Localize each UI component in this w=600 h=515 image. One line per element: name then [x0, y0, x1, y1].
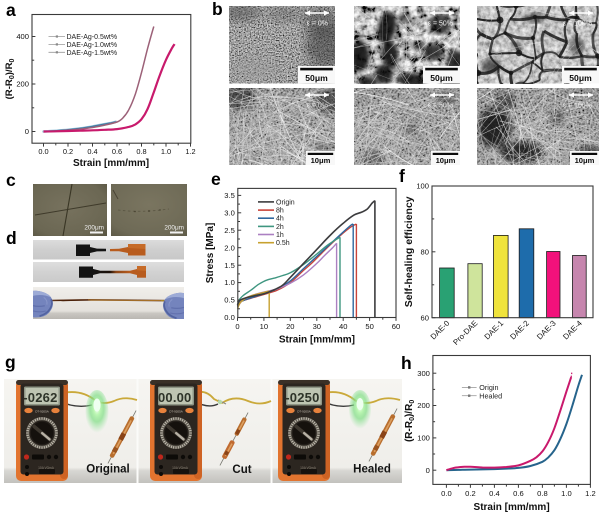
- svg-text:DAE-1: DAE-1: [483, 319, 506, 342]
- svg-text:0.2: 0.2: [63, 147, 73, 156]
- svg-text:10μm: 10μm: [575, 155, 595, 164]
- svg-text:DAE-3: DAE-3: [535, 319, 558, 342]
- svg-text:1.2: 1.2: [185, 147, 195, 156]
- svg-text:0.0: 0.0: [224, 313, 235, 322]
- svg-text:Pro-DAE: Pro-DAE: [451, 319, 479, 347]
- svg-text:0: 0: [426, 466, 430, 475]
- svg-text:ε = 100%: ε = 100%: [563, 102, 592, 109]
- svg-text:0: 0: [25, 127, 29, 136]
- svg-text:200μm: 200μm: [164, 225, 184, 232]
- svg-text:60: 60: [392, 322, 400, 331]
- svg-text:0.2: 0.2: [465, 489, 476, 498]
- svg-text:00.00: 00.00: [158, 390, 192, 405]
- svg-text:10μm: 10μm: [311, 155, 331, 164]
- svg-text:4h: 4h: [276, 216, 284, 223]
- svg-text:10A VΩmA: 10A VΩmA: [38, 466, 55, 470]
- svg-text:DAE-Ag-0.5wt%: DAE-Ag-0.5wt%: [67, 34, 118, 41]
- svg-text:Self-healing efficiency: Self-healing efficiency: [403, 196, 415, 307]
- svg-text:200: 200: [417, 401, 430, 410]
- svg-text:Origin: Origin: [276, 199, 295, 206]
- svg-text:DAE-Ag-1.5wt%: DAE-Ag-1.5wt%: [67, 50, 118, 57]
- svg-text:100: 100: [416, 182, 429, 191]
- svg-text:50μm: 50μm: [430, 73, 453, 83]
- svg-text:10: 10: [260, 322, 268, 331]
- svg-text:10A VΩmA: 10A VΩmA: [172, 466, 189, 470]
- svg-text:200μm: 200μm: [84, 225, 104, 232]
- svg-text:50μm: 50μm: [305, 73, 328, 83]
- svg-text:Original: Original: [86, 464, 129, 476]
- svg-text:30: 30: [313, 322, 321, 331]
- svg-text:1.0: 1.0: [161, 147, 171, 156]
- svg-text:3.0: 3.0: [224, 208, 235, 217]
- svg-text:(R-R0)/R0: (R-R0)/R0: [404, 400, 416, 442]
- svg-text:Healed: Healed: [479, 391, 502, 400]
- svg-text:0.5: 0.5: [224, 296, 235, 305]
- svg-text:(R-R0)/R0: (R-R0)/R0: [4, 58, 16, 99]
- svg-text:0.4: 0.4: [489, 489, 500, 498]
- svg-text:2.5: 2.5: [224, 226, 235, 235]
- svg-text:0.4: 0.4: [87, 147, 97, 156]
- svg-text:0.8: 0.8: [537, 489, 548, 498]
- svg-text:ε = 50%: ε = 50%: [427, 21, 452, 28]
- svg-text:300: 300: [417, 369, 430, 378]
- svg-text:ε = 0%: ε = 0%: [307, 21, 328, 28]
- svg-text:ε = 100%: ε = 100%: [563, 21, 592, 28]
- svg-text:0.8: 0.8: [136, 147, 146, 156]
- svg-text:DT-9205A: DT-9205A: [297, 410, 311, 414]
- svg-text:10A VΩmA: 10A VΩmA: [300, 466, 317, 470]
- svg-text:50: 50: [365, 322, 373, 331]
- svg-text:-0250: -0250: [285, 390, 319, 405]
- svg-text:DT-9205A: DT-9205A: [35, 410, 49, 414]
- svg-text:0.0: 0.0: [441, 489, 452, 498]
- svg-text:1.0: 1.0: [561, 489, 572, 498]
- svg-text:8h: 8h: [276, 208, 284, 215]
- svg-text:200: 200: [16, 80, 29, 89]
- svg-text:-0262: -0262: [23, 390, 57, 405]
- svg-text:1h: 1h: [276, 232, 284, 239]
- svg-text:0.5h: 0.5h: [276, 240, 290, 247]
- svg-text:Strain [mm/mm]: Strain [mm/mm]: [73, 158, 149, 169]
- svg-text:80: 80: [421, 248, 429, 257]
- svg-text:1.2: 1.2: [585, 489, 596, 498]
- svg-text:0.0: 0.0: [38, 147, 48, 156]
- svg-text:Origin: Origin: [479, 383, 498, 392]
- svg-text:2h: 2h: [276, 224, 284, 231]
- svg-text:DAE-Ag-1.0wt%: DAE-Ag-1.0wt%: [67, 42, 118, 49]
- svg-text:0: 0: [235, 322, 239, 331]
- svg-text:DAE-4: DAE-4: [561, 318, 584, 341]
- svg-text:100: 100: [417, 434, 430, 443]
- svg-text:1.5: 1.5: [224, 261, 235, 270]
- svg-text:ε = 0%: ε = 0%: [307, 102, 328, 109]
- svg-text:60: 60: [421, 313, 429, 322]
- svg-text:3.5: 3.5: [224, 191, 235, 200]
- svg-text:ε = 50%: ε = 50%: [427, 102, 452, 109]
- svg-text:DAE-0: DAE-0: [429, 318, 452, 341]
- svg-text:400: 400: [16, 32, 29, 41]
- svg-text:2.0: 2.0: [224, 243, 235, 252]
- svg-text:0.6: 0.6: [513, 489, 524, 498]
- svg-text:40: 40: [339, 322, 347, 331]
- svg-text:Healed: Healed: [353, 464, 391, 476]
- svg-text:Strain [mm/mm]: Strain [mm/mm]: [474, 502, 550, 513]
- svg-text:Strain [mm/mm]: Strain [mm/mm]: [279, 335, 355, 346]
- svg-text:DAE-2: DAE-2: [508, 319, 531, 342]
- svg-text:DT-9205A: DT-9205A: [169, 410, 183, 414]
- svg-text:Cut: Cut: [232, 464, 251, 476]
- svg-text:50μm: 50μm: [569, 73, 592, 83]
- svg-text:10μm: 10μm: [435, 155, 455, 164]
- svg-text:1.0: 1.0: [224, 278, 235, 287]
- svg-text:Stress [MPa]: Stress [MPa]: [205, 223, 216, 284]
- svg-text:0.6: 0.6: [112, 147, 122, 156]
- svg-text:20: 20: [286, 322, 294, 331]
